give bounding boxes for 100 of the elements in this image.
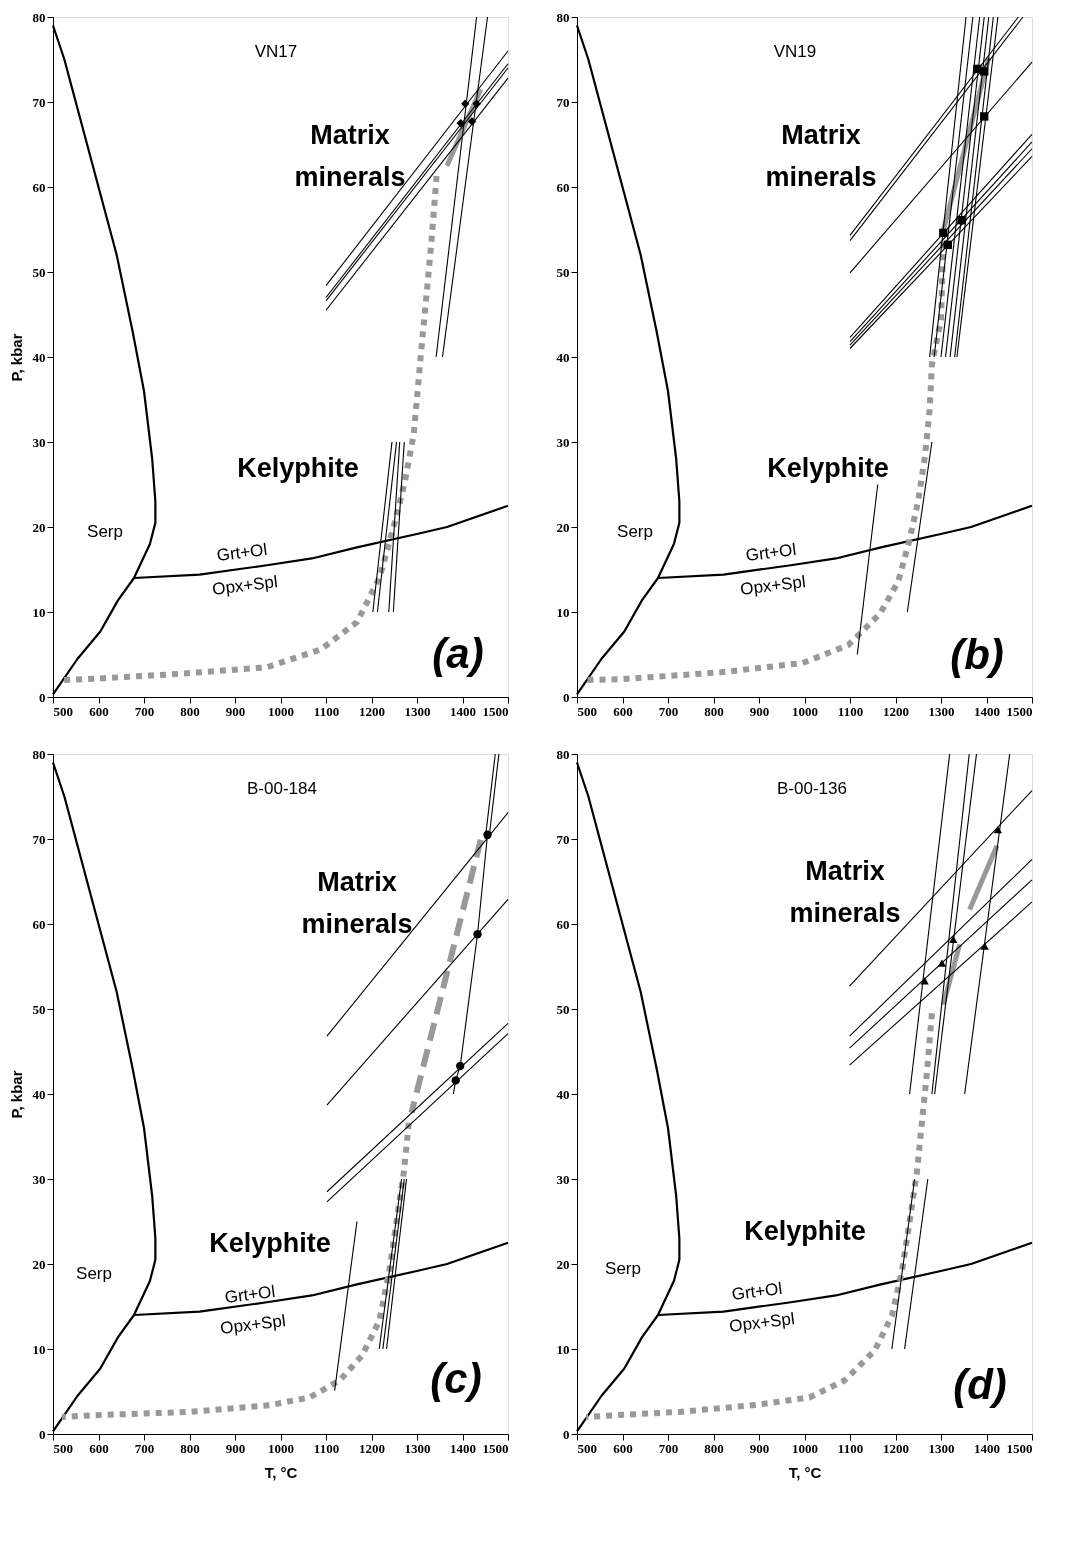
y-tick-label: 30 — [556, 1171, 570, 1187]
x-tick-label: 600 — [89, 703, 109, 719]
y-tick-label: 30 — [556, 434, 570, 450]
x-tick-label: 500 — [53, 1440, 73, 1456]
y-tick-label: 60 — [556, 179, 570, 195]
x-tick-label: 1200 — [359, 1440, 385, 1456]
x-tick-label: 800 — [704, 1440, 724, 1456]
annotation: B-00-136 — [777, 779, 847, 798]
x-tick-label: 700 — [134, 1440, 155, 1456]
y-tick-label: 40 — [32, 349, 46, 365]
y-tick-label: 30 — [32, 434, 46, 450]
y-tick-label: 80 — [32, 746, 46, 762]
x-tick-label: 1000 — [268, 703, 294, 719]
annotation: Matrix minerals — [765, 120, 877, 192]
x-tick-label: 900 — [749, 703, 770, 719]
y-tick-label: 10 — [556, 1341, 570, 1357]
annotation: Serp — [605, 1259, 641, 1278]
y-tick-label: 60 — [32, 916, 46, 932]
x-tick-label: 500 — [577, 1440, 597, 1456]
x-tick-label: 500 — [577, 703, 597, 719]
x-tick-label: 1100 — [837, 1440, 864, 1456]
annotation: Opx+Spl — [219, 1311, 287, 1338]
y-tick-label: 80 — [556, 9, 570, 25]
y-tick-label: 40 — [32, 1086, 46, 1102]
x-tick-label: 600 — [613, 1440, 633, 1456]
x-tick-label: 900 — [749, 1440, 770, 1456]
y-tick-label: 40 — [556, 349, 570, 365]
y-tick-label: 10 — [32, 604, 46, 620]
x-tick-label: 1500 — [482, 703, 509, 719]
x-tick-label: 800 — [180, 1440, 200, 1456]
x-tick-label: 1300 — [928, 703, 955, 719]
y-tick-label: 50 — [32, 264, 46, 280]
annotation: Matrix minerals — [294, 120, 406, 192]
y-tick-label: 70 — [556, 94, 570, 110]
annotation: Opx+Spl — [211, 572, 279, 599]
x-axis-title: T, °C — [264, 1463, 298, 1481]
x-tick-label: 1200 — [883, 1440, 909, 1456]
x-tick-label: 1100 — [313, 703, 340, 719]
x-tick-label: 800 — [180, 703, 200, 719]
y-tick-label: 0 — [563, 689, 570, 705]
annotation: (b) — [950, 631, 1004, 678]
annotation: Kelyphite — [744, 1216, 866, 1246]
y-tick-label: 20 — [32, 1256, 46, 1272]
x-tick-label: 1100 — [313, 1440, 340, 1456]
x-tick-label: 1300 — [404, 1440, 431, 1456]
x-tick-label: 1500 — [1006, 703, 1033, 719]
y-tick-label: 10 — [556, 604, 570, 620]
annotation: (d) — [953, 1361, 1007, 1408]
x-tick-label: 1300 — [404, 703, 431, 719]
y-tick-label: 20 — [556, 519, 570, 535]
x-tick-label: 600 — [89, 1440, 109, 1456]
annotation: VN17 — [254, 42, 298, 61]
x-tick-label: 1000 — [268, 1440, 294, 1456]
annotation: Matrix minerals — [789, 856, 901, 928]
annotation: Serp — [76, 1264, 112, 1283]
x-tick-label: 500 — [53, 703, 73, 719]
x-tick-label: 1400 — [450, 1440, 476, 1456]
annotation: Serp — [87, 522, 123, 541]
x-tick-label: 700 — [658, 1440, 679, 1456]
annotation: Opx+Spl — [728, 1309, 796, 1336]
y-tick-label: 60 — [32, 179, 46, 195]
y-tick-label: 0 — [563, 1426, 570, 1442]
annotation: B-00-184 — [247, 779, 317, 798]
x-tick-label: 700 — [134, 703, 155, 719]
y-tick-label: 70 — [556, 831, 570, 847]
x-tick-label: 900 — [225, 1440, 246, 1456]
annotation: Grt+Ol — [730, 1278, 784, 1305]
x-tick-label: 1300 — [928, 1440, 955, 1456]
annotation: Matrix minerals — [301, 867, 413, 939]
x-tick-label: 1100 — [837, 703, 864, 719]
x-tick-label: 1000 — [792, 703, 818, 719]
annotation: Grt+Ol — [223, 1281, 277, 1308]
x-tick-label: 900 — [225, 703, 246, 719]
x-tick-label: 800 — [704, 703, 724, 719]
annotation: Kelyphite — [209, 1228, 331, 1258]
x-tick-label: 1500 — [482, 1440, 509, 1456]
x-axis-title: T, °C — [788, 1463, 822, 1481]
y-tick-label: 50 — [32, 1001, 46, 1017]
x-tick-label: 1000 — [792, 1440, 818, 1456]
annotation: Kelyphite — [767, 453, 889, 483]
annotation: (c) — [430, 1355, 482, 1402]
y-tick-label: 70 — [32, 94, 46, 110]
x-tick-label: 1400 — [974, 1440, 1000, 1456]
y-axis-title: P, kbar — [7, 1070, 25, 1119]
annotation: Kelyphite — [237, 453, 359, 483]
annotation: (a) — [432, 630, 484, 677]
y-tick-label: 80 — [556, 746, 570, 762]
y-tick-label: 30 — [32, 1171, 46, 1187]
x-tick-label: 1400 — [450, 703, 476, 719]
annotation: Opx+Spl — [739, 572, 807, 599]
y-tick-label: 0 — [39, 689, 46, 705]
x-tick-label: 1200 — [883, 703, 909, 719]
y-tick-label: 50 — [556, 1001, 570, 1017]
y-tick-label: 60 — [556, 916, 570, 932]
annotation: Grt+Ol — [744, 539, 798, 566]
y-tick-label: 70 — [32, 831, 46, 847]
y-tick-label: 10 — [32, 1341, 46, 1357]
y-tick-label: 40 — [556, 1086, 570, 1102]
y-tick-label: 20 — [32, 519, 46, 535]
annotation: Grt+Ol — [215, 539, 269, 566]
